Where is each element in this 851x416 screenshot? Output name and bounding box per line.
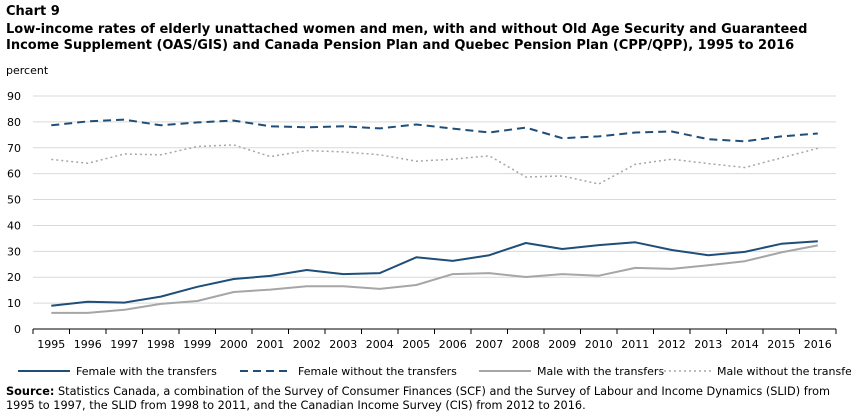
x-tick-label: 1995 — [37, 338, 65, 351]
source-note: Source: Statistics Canada, a combination… — [6, 385, 846, 413]
x-tick-label: 1997 — [110, 338, 138, 351]
y-tick-label: 70 — [7, 142, 21, 155]
y-tick-label: 0 — [14, 323, 21, 336]
x-tick-label: 2012 — [658, 338, 686, 351]
legend-label-3: Male with the transfers — [537, 365, 664, 378]
legend-label-1: Female with the transfers — [76, 365, 217, 378]
x-tick-label: 2014 — [731, 338, 759, 351]
axes: percent 0 10 20 30 40 50 60 70 80 90 1995 1996 1997 19… — [6, 64, 837, 351]
x-tick-label: 2000 — [220, 338, 248, 351]
legend-label-4: Male without the transfers — [717, 365, 851, 378]
legend: Female with the transfers Female without … — [18, 365, 851, 378]
series-line-4 — [51, 144, 818, 185]
x-tick-label: 1999 — [183, 338, 211, 351]
y-tick-label: 60 — [7, 168, 21, 181]
y-tick-label: 10 — [7, 297, 21, 310]
x-tick-label: 2001 — [256, 338, 284, 351]
x-tick-label: 2015 — [767, 338, 795, 351]
x-tick-label: 2005 — [402, 338, 430, 351]
x-tick-label: 2004 — [366, 338, 394, 351]
y-tick-label: 30 — [7, 245, 21, 258]
line-chart: percent 0 10 20 30 40 50 60 70 80 90 1995 1996 1997 19… — [6, 64, 851, 378]
series-line-3 — [51, 244, 818, 314]
y-tick-label: 40 — [7, 219, 21, 232]
x-tick-label: 2009 — [548, 338, 576, 351]
x-tick-label: 2011 — [621, 338, 649, 351]
source-text: Statistics Canada, a combination of the … — [6, 385, 831, 412]
x-tick-label: 2007 — [475, 338, 503, 351]
x-tick-label: 1998 — [147, 338, 175, 351]
chart-number: Chart 9 — [6, 4, 60, 19]
x-tick-label: 2002 — [293, 338, 321, 351]
series-line-2 — [51, 118, 818, 143]
x-tick-label: 2013 — [694, 338, 722, 351]
y-tick-label: 80 — [7, 116, 21, 129]
y-tick-label: 90 — [7, 90, 21, 103]
y-tick-label: 20 — [7, 271, 21, 284]
x-tick-label: 2006 — [439, 338, 467, 351]
y-axis-unit-label: percent — [6, 64, 49, 77]
legend-label-2: Female without the transfers — [298, 365, 457, 378]
source-label: Source: — [6, 385, 55, 398]
x-tick-label: 2016 — [804, 338, 832, 351]
x-tick-label: 2003 — [329, 338, 357, 351]
y-tick-label: 50 — [7, 194, 21, 207]
series-line-1 — [51, 240, 818, 307]
x-tick-label: 2008 — [512, 338, 540, 351]
chart-title: Low-income rates of elderly unattached w… — [6, 22, 808, 53]
x-tick-label: 1996 — [74, 338, 102, 351]
x-tick-label: 2010 — [585, 338, 613, 351]
series-lines — [51, 118, 818, 314]
